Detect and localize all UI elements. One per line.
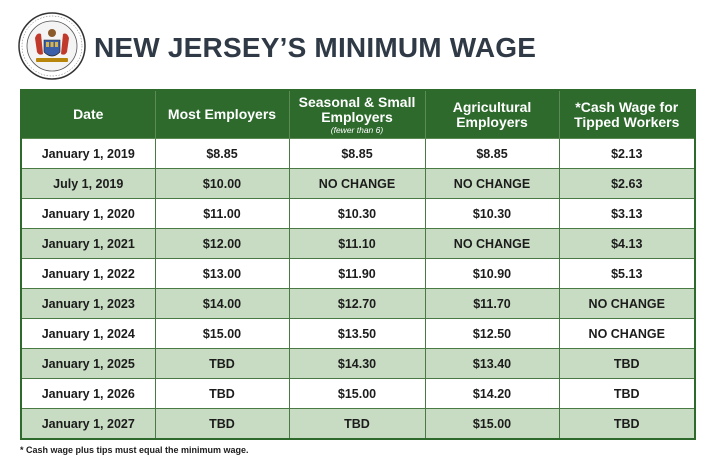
most-employers-cell: $10.00 xyxy=(154,168,290,199)
date-cell: January 1, 2026 xyxy=(20,378,156,409)
date-cell: July 1, 2019 xyxy=(20,168,156,199)
agricultural-cell: NO CHANGE xyxy=(424,168,560,199)
agricultural-cell: $11.70 xyxy=(424,288,560,319)
most-employers-cell: TBD xyxy=(154,378,290,409)
seasonal-small-cell: $8.85 xyxy=(288,138,426,169)
table-row: January 1, 2022 $13.00 $11.90 $10.90 $5.… xyxy=(20,258,696,289)
table-header-row: Date Most Employers Seasonal & Small Emp… xyxy=(20,89,696,139)
table-row: January 1, 2019 $8.85 $8.85 $8.85 $2.13 xyxy=(20,138,696,169)
minimum-wage-table: Date Most Employers Seasonal & Small Emp… xyxy=(20,89,696,440)
tipped-cash-wage-cell: $3.13 xyxy=(558,198,696,229)
page-title: NEW JERSEY’S MINIMUM WAGE xyxy=(94,32,537,63)
column-header-seasonal-small-employers: Seasonal & Small Employers (fewer than 6… xyxy=(288,89,426,139)
seasonal-small-cell: $15.00 xyxy=(288,378,426,409)
table-row: January 1, 2020 $11.00 $10.30 $10.30 $3.… xyxy=(20,198,696,229)
table-row: January 1, 2026 TBD $15.00 $14.20 TBD xyxy=(20,378,696,409)
most-employers-cell: $15.00 xyxy=(154,318,290,349)
column-header-label: Seasonal & Small Employers xyxy=(298,93,416,125)
column-header-tipped-workers: *Cash Wage for Tipped Workers xyxy=(558,89,696,139)
seasonal-small-cell: $11.10 xyxy=(288,228,426,259)
column-header-date: Date xyxy=(20,89,156,139)
column-header-label: Agricultural Employers xyxy=(452,98,532,130)
tipped-cash-wage-cell: $2.63 xyxy=(558,168,696,199)
table-row: July 1, 2019 $10.00 NO CHANGE NO CHANGE … xyxy=(20,168,696,199)
table-row: January 1, 2027 TBD TBD $15.00 TBD xyxy=(20,408,696,440)
column-header-agricultural-employers: Agricultural Employers xyxy=(424,89,560,139)
tipped-cash-wage-cell: TBD xyxy=(558,348,696,379)
agricultural-cell: NO CHANGE xyxy=(424,228,560,259)
agricultural-cell: $12.50 xyxy=(424,318,560,349)
column-header-label: Date xyxy=(73,106,104,122)
date-cell: January 1, 2021 xyxy=(20,228,156,259)
footnote: * Cash wage plus tips must equal the min… xyxy=(20,445,249,455)
most-employers-cell: $11.00 xyxy=(154,198,290,229)
tipped-cash-wage-cell: NO CHANGE xyxy=(558,318,696,349)
seasonal-small-cell: TBD xyxy=(288,408,426,440)
most-employers-cell: $14.00 xyxy=(154,288,290,319)
table-row: January 1, 2024 $15.00 $13.50 $12.50 NO … xyxy=(20,318,696,349)
agricultural-cell: $13.40 xyxy=(424,348,560,379)
nj-state-seal-icon xyxy=(18,12,86,80)
column-header-subtext: (fewer than 6) xyxy=(330,124,384,135)
column-header-label: *Cash Wage for Tipped Workers xyxy=(574,98,680,130)
date-cell: January 1, 2023 xyxy=(20,288,156,319)
table-row: January 1, 2021 $12.00 $11.10 NO CHANGE … xyxy=(20,228,696,259)
tipped-cash-wage-cell: $4.13 xyxy=(558,228,696,259)
page-header: NEW JERSEY’S MINIMUM WAGE xyxy=(18,10,698,84)
date-cell: January 1, 2019 xyxy=(20,138,156,169)
most-employers-cell: TBD xyxy=(154,408,290,440)
seasonal-small-cell: $10.30 xyxy=(288,198,426,229)
tipped-cash-wage-cell: TBD xyxy=(558,408,696,440)
date-cell: January 1, 2025 xyxy=(20,348,156,379)
date-cell: January 1, 2020 xyxy=(20,198,156,229)
agricultural-cell: $8.85 xyxy=(424,138,560,169)
most-employers-cell: $12.00 xyxy=(154,228,290,259)
date-cell: January 1, 2027 xyxy=(20,408,156,440)
column-header-label: Most Employers xyxy=(167,106,277,122)
most-employers-cell: TBD xyxy=(154,348,290,379)
agricultural-cell: $14.20 xyxy=(424,378,560,409)
most-employers-cell: $13.00 xyxy=(154,258,290,289)
tipped-cash-wage-cell: NO CHANGE xyxy=(558,288,696,319)
date-cell: January 1, 2024 xyxy=(20,318,156,349)
date-cell: January 1, 2022 xyxy=(20,258,156,289)
agricultural-cell: $10.90 xyxy=(424,258,560,289)
seasonal-small-cell: NO CHANGE xyxy=(288,168,426,199)
agricultural-cell: $15.00 xyxy=(424,408,560,440)
agricultural-cell: $10.30 xyxy=(424,198,560,229)
table-row: January 1, 2025 TBD $14.30 $13.40 TBD xyxy=(20,348,696,379)
seasonal-small-cell: $11.90 xyxy=(288,258,426,289)
table-row: January 1, 2023 $14.00 $12.70 $11.70 NO … xyxy=(20,288,696,319)
most-employers-cell: $8.85 xyxy=(154,138,290,169)
seasonal-small-cell: $12.70 xyxy=(288,288,426,319)
column-header-most-employers: Most Employers xyxy=(154,89,290,139)
seasonal-small-cell: $14.30 xyxy=(288,348,426,379)
tipped-cash-wage-cell: $5.13 xyxy=(558,258,696,289)
seasonal-small-cell: $13.50 xyxy=(288,318,426,349)
tipped-cash-wage-cell: TBD xyxy=(558,378,696,409)
tipped-cash-wage-cell: $2.13 xyxy=(558,138,696,169)
